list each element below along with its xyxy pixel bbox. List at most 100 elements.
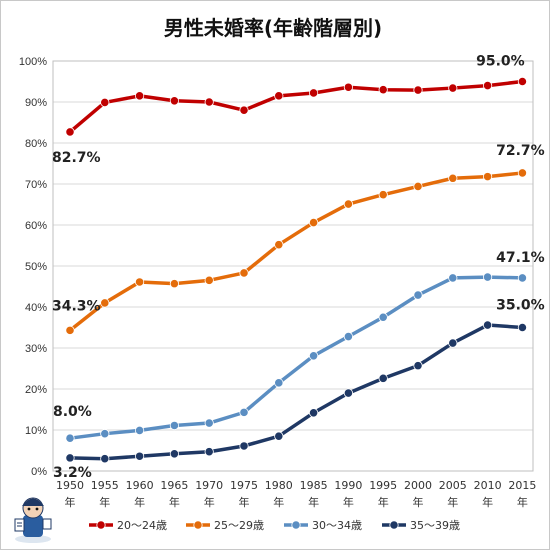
legend-swatch-marker xyxy=(193,520,203,530)
data-point xyxy=(482,272,493,282)
x-tick-suffix: 年 xyxy=(378,495,389,509)
series-line xyxy=(69,275,523,440)
data-point xyxy=(448,83,458,93)
legend-label: 20～24歳 xyxy=(117,519,167,532)
y-tick-label: 100% xyxy=(19,56,47,68)
x-tick-suffix: 年 xyxy=(134,495,145,509)
legend-label: 30～34歳 xyxy=(312,519,362,532)
data-point xyxy=(378,85,388,95)
data-point xyxy=(448,273,458,283)
data-point xyxy=(343,331,353,342)
series-2 xyxy=(65,168,528,335)
data-point xyxy=(239,407,249,417)
data-point xyxy=(65,453,75,463)
mascot-logo xyxy=(14,497,52,543)
data-point xyxy=(100,454,110,464)
legend-label: 25～29歳 xyxy=(214,519,264,532)
data-point xyxy=(517,168,528,178)
data-point xyxy=(378,190,388,200)
data-labels: 82.7% 95.0% 34.3% 72.7% 8.0% 47.1% 3.2% 35.0% xyxy=(52,54,545,481)
series-4 xyxy=(65,320,528,464)
data-point xyxy=(274,431,284,441)
y-tick-label: 30% xyxy=(25,343,47,355)
data-point xyxy=(413,85,423,95)
x-tick-suffix: 年 xyxy=(413,495,424,509)
data-point xyxy=(448,338,458,348)
data-point xyxy=(343,82,353,92)
legend-item: 30～34歳 xyxy=(284,519,362,532)
x-tick-label: 1980 xyxy=(265,479,293,492)
data-label: 47.1% xyxy=(496,250,545,266)
x-tick-suffix: 年 xyxy=(204,495,215,509)
y-tick-label: 10% xyxy=(25,425,47,437)
data-point xyxy=(65,325,75,335)
data-label: 95.0% xyxy=(476,54,525,70)
x-tick-label: 1965 xyxy=(160,479,188,492)
data-point xyxy=(204,97,214,107)
data-point xyxy=(308,351,319,361)
data-point xyxy=(517,322,528,333)
data-point xyxy=(482,172,493,182)
chart-title: 男性未婚率(年齢階層別) xyxy=(164,16,382,40)
data-point xyxy=(169,279,179,289)
x-tick-suffix: 年 xyxy=(65,495,76,509)
plot-area xyxy=(52,60,534,472)
data-point xyxy=(169,96,179,106)
legend-swatch-marker xyxy=(389,520,399,530)
data-point xyxy=(413,361,423,371)
y-tick-label: 50% xyxy=(25,261,47,273)
series-line xyxy=(68,79,523,134)
data-point xyxy=(239,441,249,451)
x-tick-label: 1950 xyxy=(56,479,84,492)
data-point xyxy=(343,199,353,209)
legend-item: 35～39歳 xyxy=(382,519,460,532)
data-point xyxy=(482,81,493,91)
series-3 xyxy=(65,272,528,443)
x-tick-suffix: 年 xyxy=(273,495,284,509)
data-point xyxy=(65,127,75,137)
x-tick-label: 1970 xyxy=(195,479,223,492)
data-point xyxy=(343,388,353,398)
x-tick-label: 1960 xyxy=(126,479,154,492)
data-point xyxy=(308,88,319,98)
data-point xyxy=(274,378,284,388)
data-label: 3.2% xyxy=(53,465,92,481)
data-point xyxy=(100,97,110,108)
data-point xyxy=(274,91,284,101)
x-tick-suffix: 年 xyxy=(447,495,458,509)
data-point xyxy=(135,451,145,461)
legend-item: 20～24歳 xyxy=(89,519,167,532)
x-tick-suffix: 年 xyxy=(169,495,180,509)
x-tick-suffix: 年 xyxy=(308,495,319,509)
data-label: 34.3% xyxy=(52,298,101,314)
data-label: 35.0% xyxy=(496,298,545,314)
x-axis-ticks: 1950 年 1955 年 1960 年 1965 年 1970 年 1975 年 1980 年 1985 年… xyxy=(56,479,536,509)
series-line xyxy=(69,323,523,461)
series-1 xyxy=(65,76,528,137)
data-point xyxy=(135,425,145,436)
y-tick-label: 90% xyxy=(25,97,47,109)
data-point xyxy=(65,433,75,443)
data-point xyxy=(413,181,423,192)
x-tick-label: 1985 xyxy=(300,479,328,492)
data-point xyxy=(517,76,528,87)
x-tick-suffix: 年 xyxy=(482,495,493,509)
data-point xyxy=(204,418,214,428)
data-label: 8.0% xyxy=(53,404,92,420)
data-point xyxy=(100,429,110,439)
data-label: 72.7% xyxy=(496,143,545,159)
data-point xyxy=(378,312,388,322)
y-axis-ticks: 0% 10% 20% 30% 40% 50% 60% 70% 80% 90% 100% xyxy=(19,56,47,478)
x-tick-suffix: 年 xyxy=(343,495,354,509)
y-tick-label: 80% xyxy=(25,138,47,150)
y-tick-label: 40% xyxy=(25,302,47,314)
x-tick-label: 1975 xyxy=(230,479,258,492)
data-point xyxy=(482,320,493,330)
x-tick-label: 1990 xyxy=(334,479,362,492)
x-tick-label: 1995 xyxy=(369,479,397,492)
data-point xyxy=(308,217,319,228)
data-point xyxy=(448,173,458,183)
data-point xyxy=(135,91,145,101)
